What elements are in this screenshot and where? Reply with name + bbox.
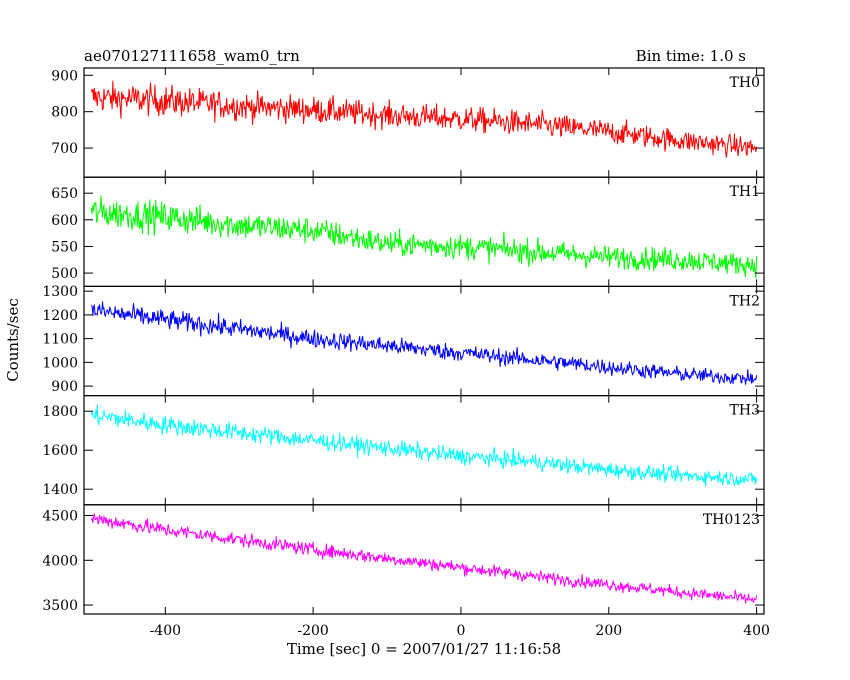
y-tick-label: 900 xyxy=(51,68,78,84)
bin-time-label: Bin time: 1.0 s xyxy=(636,47,746,65)
y-tick-label: 550 xyxy=(51,239,78,255)
panel-th3: 1400 1600 1800 TH3 xyxy=(42,395,765,506)
panel-th0123: 3500 4000 4500 TH0123 xyxy=(42,504,765,615)
x-tick-label: -400 xyxy=(150,623,181,639)
series-label-th0: TH0 xyxy=(730,75,760,91)
x-axis: -400 -200 0 200 400 xyxy=(150,623,770,639)
y-tick-label: 600 xyxy=(51,213,78,229)
series-line-th0123 xyxy=(90,513,758,604)
panels-group: 700 800 900 TH0 500 550 600 650 TH1 900 1000 1100 12… xyxy=(42,67,765,615)
x-tick-label: 400 xyxy=(743,623,770,639)
x-tick-label: 0 xyxy=(456,623,465,639)
series-label-th2: TH2 xyxy=(730,293,760,309)
y-tick-label: 500 xyxy=(51,266,78,282)
series-label-th0123: TH0123 xyxy=(703,512,760,528)
series-label-th1: TH1 xyxy=(730,184,760,200)
x-tick-label: 200 xyxy=(595,623,622,639)
y-tick-label: 3500 xyxy=(42,598,78,614)
x-tick-label: -200 xyxy=(297,623,328,639)
y-tick-label: 900 xyxy=(51,379,78,395)
y-tick-label: 650 xyxy=(51,186,78,202)
panel-th0: 700 800 900 TH0 xyxy=(51,67,765,178)
series-line-th0 xyxy=(90,80,758,158)
y-tick-label: 4000 xyxy=(42,553,78,569)
series-line-th2 xyxy=(90,301,758,385)
panel-frame xyxy=(83,285,765,397)
y-axis-label: Counts/sec xyxy=(4,298,22,382)
panel-th1: 500 550 600 650 TH1 xyxy=(51,176,765,287)
y-tick-label: 1300 xyxy=(42,284,78,300)
chart-title: ae070127111658_wam0_trn xyxy=(84,47,300,65)
series-line-th3 xyxy=(90,404,758,487)
y-tick-label: 1000 xyxy=(42,355,78,371)
y-tick-label: 4500 xyxy=(42,509,78,525)
series-line-th1 xyxy=(90,195,758,279)
y-tick-label: 800 xyxy=(51,105,78,121)
panel-frame xyxy=(83,67,765,178)
panel-frame xyxy=(83,176,765,287)
y-tick-label: 1400 xyxy=(42,482,78,498)
y-tick-label: 1100 xyxy=(42,332,78,348)
y-tick-label: 1200 xyxy=(42,308,78,324)
panel-frame xyxy=(83,504,765,615)
y-tick-label: 1800 xyxy=(42,404,78,420)
series-label-th3: TH3 xyxy=(730,403,760,419)
x-axis-label: Time [sec] 0 = 2007/01/27 11:16:58 xyxy=(287,640,561,658)
y-tick-label: 1600 xyxy=(42,443,78,459)
y-tick-label: 700 xyxy=(51,141,78,157)
panel-th2: 900 1000 1100 1200 1300 TH2 xyxy=(42,284,765,397)
